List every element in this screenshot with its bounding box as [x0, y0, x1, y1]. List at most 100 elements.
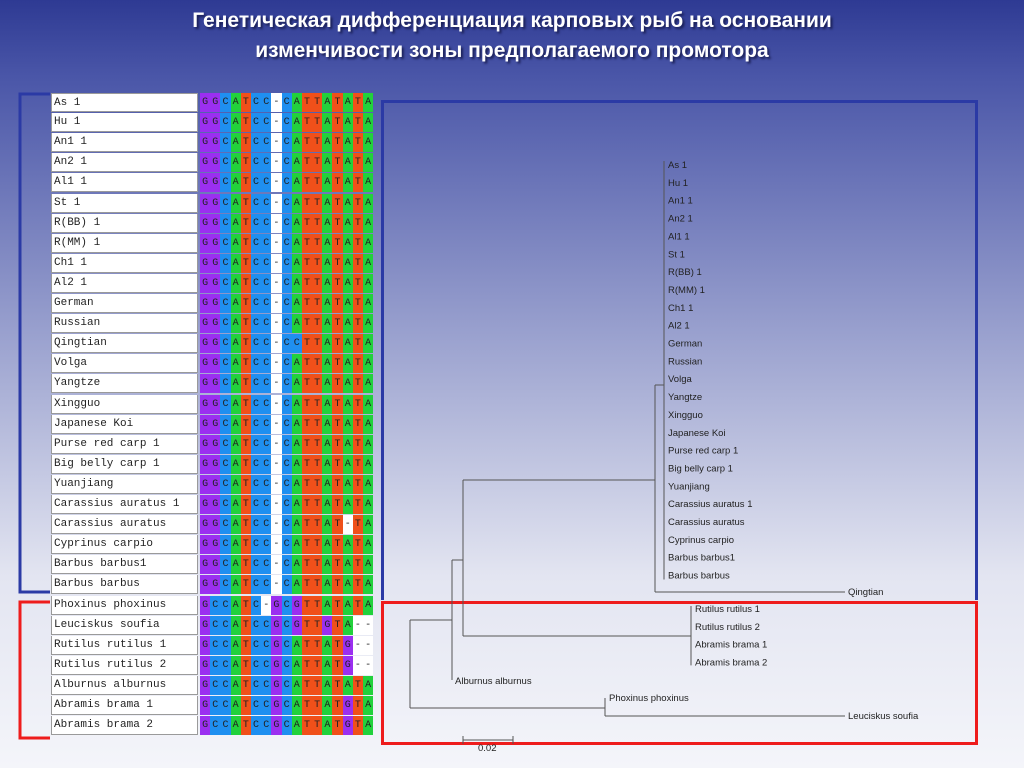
base-cell: A	[291, 374, 302, 394]
base-cell: G	[210, 153, 221, 173]
base-cell: A	[230, 153, 241, 173]
base-cell: T	[352, 575, 363, 595]
base-cell: C	[220, 655, 231, 675]
base-cell: G	[342, 635, 353, 655]
base-cell: T	[240, 474, 251, 494]
base-cell: A	[322, 233, 333, 253]
base-cell: T	[332, 535, 343, 555]
base-cell: C	[250, 515, 262, 535]
base-cell: A	[342, 314, 353, 334]
sequence-name: Purse red carp 1	[51, 434, 198, 454]
base-cell: -	[271, 334, 282, 354]
base-cell: C	[261, 675, 272, 695]
base-cell: -	[271, 213, 282, 233]
sequence-name: Barbus barbus1	[51, 555, 198, 575]
base-cell: C	[261, 575, 272, 595]
base-cell: C	[281, 233, 292, 253]
base-cell: A	[291, 414, 302, 434]
base-cell: A	[291, 173, 302, 193]
base-cell: T	[301, 93, 313, 112]
base-cell: T	[332, 93, 343, 112]
base-cell: A	[363, 153, 374, 173]
base-cell: G	[322, 615, 333, 635]
base-cell: A	[363, 675, 374, 695]
base-cell: C	[281, 696, 292, 715]
tree-leaf-label: Barbus barbus	[668, 571, 730, 582]
tree-leaf-label: Purse red carp 1	[668, 446, 738, 457]
base-cell: T	[312, 434, 323, 454]
base-cell: T	[240, 334, 251, 354]
base-cell: T	[301, 173, 313, 193]
base-cell: C	[220, 213, 231, 233]
base-cell: T	[240, 515, 251, 535]
base-cell: A	[363, 414, 374, 434]
tree-leaf-label: Xingguo	[668, 410, 703, 421]
base-cell: A	[363, 434, 374, 454]
base-cell: C	[261, 535, 272, 555]
base-cell: A	[363, 213, 374, 233]
base-cell: C	[220, 354, 231, 374]
tree-leaf-label: Al1 1	[668, 231, 690, 242]
base-cell: C	[220, 394, 231, 414]
base-cell: G	[210, 555, 221, 575]
base-cell: C	[261, 635, 272, 655]
base-cell: G	[271, 675, 282, 695]
base-cell: C	[261, 133, 272, 153]
base-cell: T	[240, 354, 251, 374]
base-cell: A	[363, 273, 374, 293]
base-cell: A	[363, 535, 374, 555]
base-cell: A	[342, 474, 353, 494]
base-cell: C	[220, 233, 231, 253]
base-cell: G	[210, 334, 221, 354]
base-cell: T	[240, 595, 251, 615]
base-cell: T	[240, 716, 251, 736]
base-cell: A	[363, 334, 374, 354]
base-cell: A	[342, 394, 353, 414]
tree-leaf-label: As 1	[668, 160, 687, 171]
base-cell: A	[363, 354, 374, 374]
base-cell: A	[322, 133, 333, 153]
base-cell: A	[363, 474, 374, 494]
red-bracket	[18, 600, 50, 740]
base-cell: T	[240, 213, 251, 233]
base-cell: C	[210, 675, 221, 695]
base-cell: C	[281, 273, 292, 293]
base-cell: C	[250, 294, 262, 313]
base-cell: C	[220, 675, 231, 695]
base-cell: A	[291, 535, 302, 555]
sequence-name: An2 1	[51, 153, 198, 173]
base-cell: G	[200, 635, 211, 655]
base-cell: C	[281, 454, 292, 474]
base-cell: A	[322, 414, 333, 434]
base-cell: T	[301, 535, 313, 555]
base-cell: G	[210, 474, 221, 494]
base-cell: T	[352, 233, 363, 253]
base-cell: C	[281, 495, 292, 514]
base-cell: T	[352, 314, 363, 334]
base-cell: C	[261, 153, 272, 173]
base-cell: G	[200, 515, 211, 535]
base-cell: G	[200, 113, 211, 133]
base-cell: T	[301, 374, 313, 394]
base-cell: C	[261, 93, 272, 112]
tree-leaf-label: Hu 1	[668, 178, 688, 189]
base-cell: G	[210, 314, 221, 334]
base-cell: A	[322, 113, 333, 133]
base-cell: G	[210, 575, 221, 595]
base-cell: C	[220, 153, 231, 173]
base-cell: T	[352, 273, 363, 293]
base-cell: T	[332, 635, 343, 655]
base-cell: C	[220, 495, 231, 514]
base-cell: C	[261, 374, 272, 394]
base-cell: A	[291, 273, 302, 293]
tree-leaf-label: Ch1 1	[668, 303, 693, 314]
base-cell: T	[332, 193, 343, 213]
base-cell: T	[332, 434, 343, 454]
